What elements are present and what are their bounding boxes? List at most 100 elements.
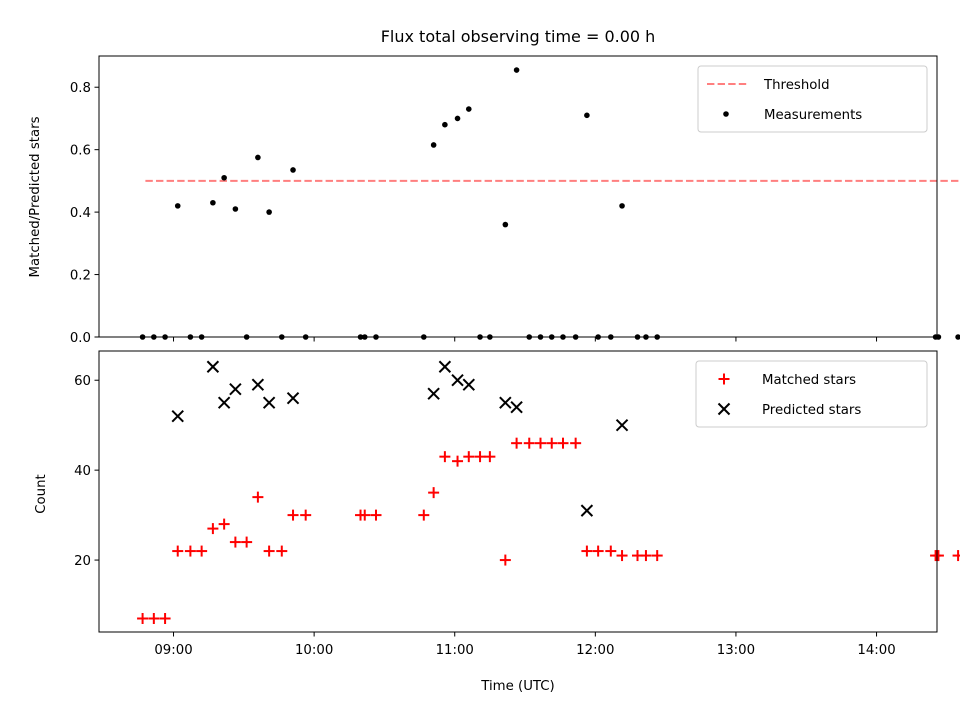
bottom-x-point: [451, 374, 464, 387]
bottom-plus-point: [616, 550, 628, 562]
top-dot-point: [174, 203, 181, 209]
bottom-plot-marks: [137, 360, 960, 625]
bottom-axis-ticks: 20406009:0010:0011:0012:0013:0014:0015:0…: [74, 374, 896, 658]
top-dot-point: [955, 334, 960, 340]
top-plot-marks: [139, 67, 960, 340]
bottom-y-axis-label: Count: [34, 474, 49, 514]
bottom-legend-label: Predicted stars: [762, 403, 861, 418]
bottom-plot-frame: [98, 350, 938, 633]
top-ytick-label: 0.8: [70, 81, 91, 96]
bottom-x-point-b: [451, 374, 464, 387]
bottom-plus-point: [605, 545, 617, 557]
bottom-plus-point: [640, 550, 652, 562]
bottom-plus-point: [511, 437, 523, 449]
bottom-plus-point: [359, 509, 371, 521]
bottom-plus-point: [651, 550, 663, 562]
bottom-plus-point: [546, 437, 558, 449]
top-legend-box: [697, 65, 928, 133]
bottom-plus-point: [452, 455, 464, 467]
bottom-x-point-b: [217, 396, 231, 409]
bottom-plus-point: [241, 536, 253, 548]
bottom-plus-point: [570, 437, 582, 449]
bottom-plus-point: [218, 518, 230, 530]
top-legend-label: Threshold: [763, 78, 830, 93]
bottom-x-point: [510, 400, 523, 414]
bottom-legend: Matched stars Predicted stars: [695, 360, 928, 428]
bottom-plus-point: [439, 451, 451, 463]
bottom-plus-point: [196, 545, 208, 557]
top-dot-point: [442, 121, 448, 128]
top-dot-point: [465, 106, 472, 112]
bottom-x-point-b: [462, 378, 475, 391]
top-dot-point: [210, 199, 216, 206]
bottom-plus-point: [252, 491, 264, 503]
bottom-plus-point: [499, 554, 511, 566]
top-axis-ticks: 0.0 0.2 0.4 0.6 0.8: [70, 81, 878, 346]
bottom-plus-point: [172, 545, 184, 557]
bottom-plus-point: [300, 509, 312, 521]
top-dot-point: [513, 67, 520, 73]
top-ytick-label: 0.2: [70, 268, 91, 283]
bottom-plus-point: [581, 545, 593, 557]
bottom-x-point-b: [510, 400, 523, 414]
bottom-plus-point: [523, 437, 535, 449]
xtick-label: 13:00: [717, 643, 755, 658]
bottom-legend-plus-handle: [718, 373, 730, 385]
bottom-x-point-b: [286, 392, 300, 405]
bottom-x-point: [171, 409, 184, 423]
bottom-plus-point: [263, 545, 275, 557]
bottom-plus-point: [287, 509, 299, 521]
bottom-x-point: [462, 378, 475, 391]
bottom-x-point: [262, 396, 276, 409]
bottom-legend-box: [695, 360, 928, 428]
chart-title: Flux total observing time = 0.00 h: [381, 27, 656, 46]
top-panel: Flux total observing time = 0.00 h Match…: [28, 27, 960, 346]
bottom-x-point: [206, 360, 220, 373]
bottom-x-point: [286, 392, 300, 405]
top-ytick-label: 0.4: [70, 206, 91, 221]
bottom-plus-point: [137, 613, 149, 625]
top-dot-point: [290, 167, 296, 173]
bottom-plus-point: [932, 550, 944, 562]
bottom-plus-point: [370, 509, 382, 521]
top-dot-point: [454, 115, 461, 122]
bottom-plus-point: [148, 613, 160, 625]
bottom-x-point-b: [438, 360, 452, 373]
bottom-x-point-b: [251, 378, 265, 391]
top-ytick-label: 0.0: [70, 331, 91, 346]
bottom-panel: Count Time (UTC) 20 40 60 09:00 10:00 11:00 12…: [34, 350, 960, 694]
bottom-plus-point: [592, 545, 604, 557]
bottom-legend-x-handle: [717, 402, 731, 416]
bottom-plus-point: [463, 451, 475, 463]
top-ytick-label: 0.6: [70, 143, 91, 158]
top-dot-point: [232, 206, 239, 212]
bottom-legend-label: Matched stars: [762, 373, 856, 388]
bottom-x-point: [229, 383, 242, 396]
bottom-plus-point: [184, 545, 196, 557]
bottom-x-point-b: [262, 396, 276, 409]
top-dot-point: [584, 112, 590, 119]
bottom-x-point: [427, 387, 440, 400]
top-dot-point: [619, 203, 625, 209]
top-dot-point: [430, 142, 437, 148]
top-legend-label: Measurements: [764, 108, 862, 123]
xtick-label: 14:00: [857, 643, 895, 658]
bottom-x-point: [580, 504, 594, 517]
bottom-x-point: [499, 396, 512, 409]
bottom-plus-point: [484, 451, 496, 463]
bottom-x-point: [615, 418, 629, 432]
bottom-plus-point: [207, 523, 219, 535]
top-dot-point: [266, 209, 272, 215]
bottom-plus-point: [159, 613, 171, 625]
top-plot-frame: [98, 55, 938, 338]
bottom-plus-point: [418, 509, 430, 521]
bottom-x-point: [217, 396, 231, 409]
top-dot-point: [502, 221, 509, 228]
bottom-x-point-b: [171, 409, 184, 423]
bottom-plus-point: [534, 437, 546, 449]
bottom-x-point-b: [499, 396, 512, 409]
top-dot-point: [221, 174, 227, 181]
x-axis-label: Time (UTC): [480, 679, 555, 694]
top-y-axis-label: Matched/Predicted stars: [28, 116, 43, 277]
